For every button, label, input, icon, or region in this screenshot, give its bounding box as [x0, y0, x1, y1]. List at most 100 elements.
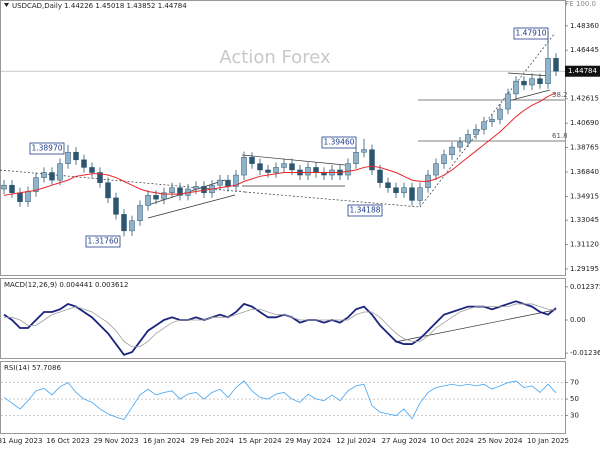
x-tick-label: 25 Nov 2024: [478, 437, 523, 445]
candle-body: [33, 177, 39, 192]
candle-body: [281, 163, 287, 168]
candle-body: [145, 195, 151, 206]
candle-body: [81, 159, 87, 168]
candle-body: [241, 157, 247, 176]
y-tick-label: 1.36840: [570, 168, 599, 176]
annotation: 1.38970: [31, 144, 62, 153]
y-tick-label: 70: [570, 379, 579, 387]
candle-body: [449, 146, 455, 155]
corner-text: FE 100.0: [565, 0, 596, 8]
annotation-box: [85, 235, 121, 248]
y-tick-label: 1.46445: [570, 46, 599, 54]
rsi-panel: [0, 361, 566, 434]
candle-body: [57, 163, 63, 181]
macd-panel: [0, 278, 566, 359]
candle-body: [1, 184, 7, 190]
candle-body: [537, 78, 543, 84]
y-tick-label: 0.012375: [570, 283, 600, 291]
annotation: 1.47910: [515, 29, 546, 38]
candle-body: [89, 167, 95, 173]
indicator-line: [3, 300, 557, 356]
candle-body: [489, 118, 495, 123]
candle-body: [505, 93, 511, 110]
macd-title: MACD(12,26,9) 0.004441 0.003612: [4, 281, 128, 289]
annotation-box: [347, 204, 383, 217]
trendline: [241, 154, 346, 166]
y-tick-label: 1.42615: [570, 95, 599, 103]
x-tick-label: 29 May 2024: [285, 437, 331, 445]
candle-body: [401, 187, 407, 194]
candle-body: [553, 58, 559, 72]
candle-body: [129, 220, 135, 232]
y-tick-label: 1.40690: [570, 119, 599, 127]
indicator-line: [4, 303, 557, 348]
candle-body: [481, 121, 487, 130]
candle-body: [41, 172, 47, 178]
annotation-box: [321, 136, 357, 149]
trendline: [507, 89, 551, 102]
x-tick-label: 29 Nov 2023: [94, 437, 139, 445]
candle-body: [49, 172, 55, 181]
y-tick-label: 30: [570, 412, 579, 420]
candle-body: [169, 187, 175, 194]
candle-body: [265, 169, 271, 173]
watermark: Action Forex: [219, 47, 331, 68]
candle-body: [513, 80, 519, 95]
annotation: 1.39460: [323, 138, 354, 147]
main-panel: [0, 0, 566, 276]
x-tick-label: 16 Oct 2023: [46, 437, 89, 445]
candle-body: [417, 187, 423, 201]
candle-body: [473, 129, 479, 135]
candle-body: [385, 182, 391, 188]
y-tick-label: 1.48360: [570, 22, 599, 30]
candle-body: [393, 187, 399, 194]
candle-body: [193, 186, 199, 190]
candle-body: [25, 191, 31, 202]
annotation-box: [29, 142, 65, 155]
x-tick-label: 10 Oct 2024: [430, 437, 474, 445]
candle-body: [121, 214, 127, 232]
candle-body: [305, 167, 311, 176]
annotation: 1.31760: [87, 237, 118, 246]
candle-body: [409, 187, 415, 201]
y-tick-label: 1.33045: [570, 216, 599, 224]
candle-body: [529, 78, 535, 86]
trendline: [147, 194, 236, 219]
candle-body: [465, 134, 471, 143]
collapse-icon: [4, 3, 9, 7]
candle-body: [313, 167, 319, 173]
candle-body: [545, 58, 551, 84]
y-tick-label: 1.34915: [570, 192, 599, 200]
chart-title: USDCAD,Daily 1.44226 1.45018 1.43852 1.4…: [12, 2, 187, 10]
candle-body: [353, 151, 359, 164]
candle-body: [289, 163, 295, 171]
last-price-label: 1.44784: [568, 67, 597, 75]
candle-body: [345, 163, 351, 176]
candle-body: [433, 163, 439, 176]
candle-body: [273, 167, 279, 173]
candle-body: [105, 182, 111, 199]
candle-body: [17, 192, 23, 202]
x-tick-label: 10 Jan 2025: [527, 437, 569, 445]
y-tick-label: 1.38765: [570, 144, 599, 152]
candle-body: [441, 154, 447, 164]
candle-body: [377, 169, 383, 183]
candle-body: [225, 179, 231, 187]
candle-body: [113, 197, 119, 215]
indicator-line: [3, 380, 557, 421]
moving-average: [3, 92, 557, 196]
fib-label: 61.8: [552, 132, 568, 140]
x-tick-label: 27 Aug 2024: [382, 437, 427, 445]
candle-body: [97, 172, 103, 183]
candle-body: [177, 187, 183, 196]
candle-body: [161, 192, 167, 200]
candle-body: [65, 151, 71, 164]
candle-body: [521, 80, 527, 86]
x-tick-label: 15 Apr 2024: [238, 437, 282, 445]
candle-body: [257, 163, 263, 171]
y-tick-label: 0.00: [570, 316, 586, 324]
annotation-box: [513, 27, 549, 40]
